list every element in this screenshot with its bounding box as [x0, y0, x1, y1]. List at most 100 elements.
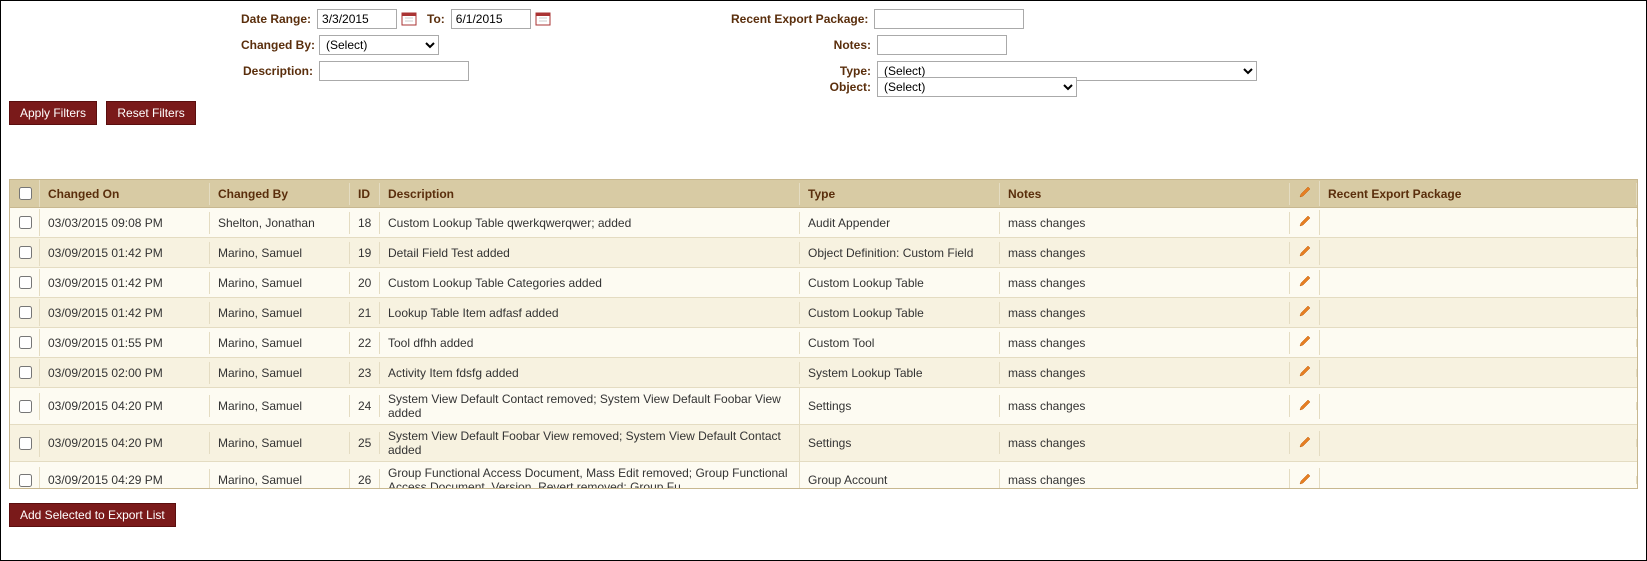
header-notes[interactable]: Notes: [1000, 183, 1290, 205]
row-checkbox[interactable]: [19, 437, 32, 450]
row-checkbox-cell: [10, 467, 40, 489]
table-row: 03/09/2015 01:42 PMMarino, Samuel21Looku…: [10, 298, 1637, 328]
row-checkbox-cell: [10, 299, 40, 326]
calendar-icon[interactable]: [401, 11, 417, 27]
results-table: Changed On Changed By ID Description Typ…: [9, 179, 1638, 489]
row-checkbox[interactable]: [19, 400, 32, 413]
object-label: Object:: [731, 80, 877, 94]
table-row: 03/09/2015 02:00 PMMarino, Samuel23Activ…: [10, 358, 1637, 388]
recent-export-label: Recent Export Package:: [731, 12, 874, 26]
header-changed-on[interactable]: Changed On: [40, 183, 210, 205]
cell-description: Lookup Table Item adfasf added: [380, 302, 800, 324]
row-checkbox[interactable]: [19, 336, 32, 349]
header-id[interactable]: ID: [350, 183, 380, 205]
cell-notes: mass changes: [1000, 469, 1290, 488]
cell-edit: [1290, 468, 1320, 489]
notes-label: Notes:: [731, 38, 877, 52]
pencil-icon[interactable]: [1298, 398, 1312, 415]
header-recent-export[interactable]: Recent Export Package: [1320, 183, 1637, 205]
pencil-icon[interactable]: [1298, 304, 1312, 321]
table-row: 03/09/2015 04:20 PMMarino, Samuel24Syste…: [10, 388, 1637, 425]
calendar-icon[interactable]: [535, 11, 551, 27]
cell-id: 23: [350, 362, 380, 384]
row-checkbox[interactable]: [19, 306, 32, 319]
cell-description: Detail Field Test added: [380, 242, 800, 264]
cell-changed-by: Marino, Samuel: [210, 469, 350, 488]
cell-description: Group Functional Access Document, Mass E…: [380, 462, 800, 488]
cell-type: System Lookup Table: [800, 362, 1000, 384]
pencil-icon[interactable]: [1298, 214, 1312, 231]
cell-type: Object Definition: Custom Field: [800, 242, 1000, 264]
pencil-icon[interactable]: [1298, 244, 1312, 261]
cell-notes: mass changes: [1000, 242, 1290, 264]
row-checkbox-cell: [10, 329, 40, 356]
cell-changed-by: Shelton, Jonathan: [210, 212, 350, 234]
row-checkbox-cell: [10, 239, 40, 266]
header-type[interactable]: Type: [800, 183, 1000, 205]
table-row: 03/09/2015 01:55 PMMarino, Samuel22Tool …: [10, 328, 1637, 358]
row-checkbox[interactable]: [19, 246, 32, 259]
pencil-icon[interactable]: [1298, 364, 1312, 381]
cell-edit: [1290, 240, 1320, 265]
cell-changed-by: Marino, Samuel: [210, 395, 350, 417]
cell-id: 26: [350, 469, 380, 488]
row-checkbox[interactable]: [19, 216, 32, 229]
cell-description: Custom Lookup Table qwerkqwerqwer; added: [380, 212, 800, 234]
reset-filters-button[interactable]: Reset Filters: [106, 101, 195, 125]
cell-id: 25: [350, 432, 380, 454]
pencil-icon[interactable]: [1298, 274, 1312, 291]
row-checkbox-cell: [10, 209, 40, 236]
cell-notes: mass changes: [1000, 362, 1290, 384]
date-to-input[interactable]: [451, 9, 531, 29]
pencil-icon[interactable]: [1298, 435, 1312, 452]
app-container: Date Range: To: Recent Export Package: C…: [0, 0, 1647, 561]
cell-description: Custom Lookup Table Categories added: [380, 272, 800, 294]
table-row: 03/09/2015 04:29 PMMarino, Samuel26Group…: [10, 462, 1637, 488]
apply-filters-button[interactable]: Apply Filters: [9, 101, 97, 125]
row-checkbox[interactable]: [19, 474, 32, 487]
cell-changed-by: Marino, Samuel: [210, 432, 350, 454]
changed-by-label: Changed By:: [241, 38, 319, 52]
cell-edit: [1290, 270, 1320, 295]
cell-changed-on: 03/09/2015 01:42 PM: [40, 302, 210, 324]
cell-notes: mass changes: [1000, 272, 1290, 294]
pencil-icon[interactable]: [1298, 472, 1312, 489]
recent-export-input[interactable]: [874, 9, 1024, 29]
cell-type: Settings: [800, 395, 1000, 417]
type-label: Type:: [731, 64, 877, 78]
cell-type: Audit Appender: [800, 212, 1000, 234]
description-label: Description:: [241, 64, 319, 78]
cell-changed-on: 03/09/2015 01:42 PM: [40, 242, 210, 264]
row-checkbox[interactable]: [19, 366, 32, 379]
cell-recent-export: [1320, 309, 1637, 317]
header-checkbox-cell: [10, 180, 40, 207]
cell-changed-by: Marino, Samuel: [210, 332, 350, 354]
cell-notes: mass changes: [1000, 395, 1290, 417]
changed-by-select[interactable]: (Select): [319, 35, 439, 55]
cell-type: Custom Lookup Table: [800, 302, 1000, 324]
date-from-input[interactable]: [317, 9, 397, 29]
cell-notes: mass changes: [1000, 432, 1290, 454]
pencil-icon[interactable]: [1298, 334, 1312, 351]
cell-changed-on: 03/09/2015 04:20 PM: [40, 395, 210, 417]
cell-notes: mass changes: [1000, 332, 1290, 354]
cell-id: 22: [350, 332, 380, 354]
cell-type: Custom Tool: [800, 332, 1000, 354]
notes-input[interactable]: [877, 35, 1007, 55]
select-all-checkbox[interactable]: [19, 187, 32, 200]
header-description[interactable]: Description: [380, 183, 800, 205]
row-checkbox-cell: [10, 430, 40, 457]
row-checkbox-cell: [10, 359, 40, 386]
cell-changed-by: Marino, Samuel: [210, 242, 350, 264]
cell-id: 21: [350, 302, 380, 324]
object-select[interactable]: (Select): [877, 77, 1077, 97]
header-changed-by[interactable]: Changed By: [210, 183, 350, 205]
description-input[interactable]: [319, 61, 469, 81]
date-range-label: Date Range:: [241, 12, 317, 26]
row-checkbox[interactable]: [19, 276, 32, 289]
cell-changed-by: Marino, Samuel: [210, 302, 350, 324]
cell-id: 19: [350, 242, 380, 264]
cell-edit: [1290, 394, 1320, 419]
cell-changed-on: 03/09/2015 04:29 PM: [40, 469, 210, 488]
add-selected-button[interactable]: Add Selected to Export List: [9, 503, 176, 527]
